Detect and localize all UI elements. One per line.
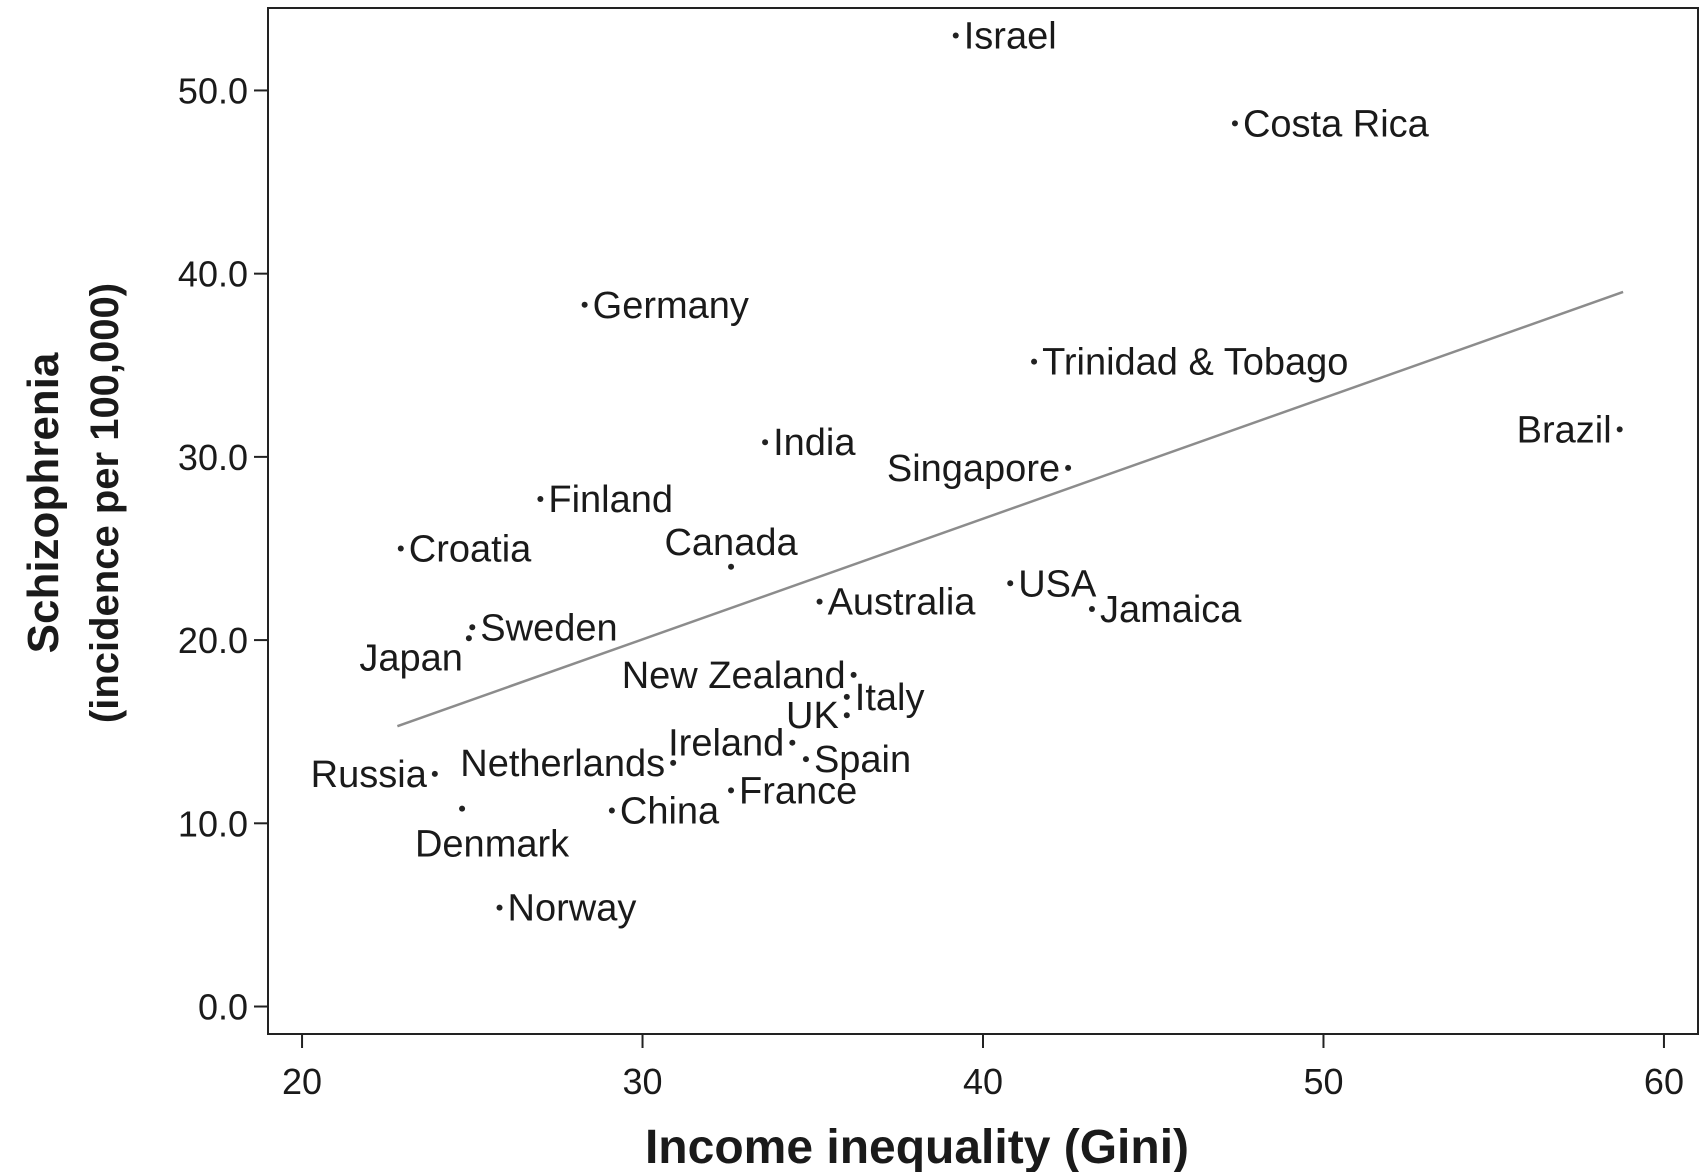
- y-tick-label: 20.0: [178, 620, 248, 661]
- point-finland: [537, 496, 544, 503]
- point-label-finland: Finland: [548, 479, 673, 521]
- point-label-netherlands: Netherlands: [460, 743, 665, 785]
- y-axis-title-line1: Schizophrenia: [19, 352, 68, 653]
- point-label-canada: Canada: [664, 522, 798, 564]
- point-netherlands: [670, 759, 677, 766]
- x-tick-label: 20: [282, 1061, 322, 1102]
- point-label-trinidad-tobago: Trinidad & Tobago: [1042, 342, 1348, 384]
- point-label-new-zealand: New Zealand: [622, 655, 846, 697]
- point-china: [608, 807, 615, 814]
- x-tick-label: 50: [1303, 1061, 1343, 1102]
- y-tick-label: 50.0: [178, 70, 248, 111]
- point-label-jamaica: Jamaica: [1100, 589, 1242, 631]
- x-tick-label: 40: [963, 1061, 1003, 1102]
- point-trinidad-tobago: [1031, 358, 1038, 365]
- point-israel: [952, 32, 959, 39]
- point-label-usa: USA: [1018, 563, 1097, 605]
- regression-line: [396, 290, 1624, 728]
- x-axis-title: Income inequality (Gini): [645, 1121, 1189, 1172]
- point-label-brazil: Brazil: [1517, 409, 1612, 451]
- point-germany: [581, 301, 588, 308]
- point-label-china: China: [620, 790, 720, 832]
- y-tick-label: 40.0: [178, 254, 248, 295]
- point-label-singapore: Singapore: [887, 448, 1060, 490]
- y-tick-label: 30.0: [178, 437, 248, 478]
- y-axis-ticks: 0.0 10.0 20.0 30.0 40.0 50.0: [178, 70, 268, 1028]
- point-canada: [728, 563, 735, 570]
- point-new-zealand: [850, 671, 857, 678]
- point-label-italy: Italy: [855, 677, 925, 719]
- y-tick-label: 10.0: [178, 803, 248, 844]
- y-tick-label: 0.0: [198, 987, 248, 1028]
- point-label-uk: UK: [786, 695, 839, 737]
- point-australia: [816, 598, 823, 605]
- point-italy: [843, 693, 850, 700]
- point-ireland: [789, 739, 796, 746]
- point-label-denmark: Denmark: [415, 824, 570, 866]
- point-label-costa-rica: Costa Rica: [1243, 103, 1430, 145]
- point-france: [728, 787, 735, 794]
- point-croatia: [397, 545, 404, 552]
- x-axis-ticks: 20 30 40 50 60: [282, 1034, 1684, 1102]
- point-label-australia: Australia: [828, 582, 977, 624]
- point-label-croatia: Croatia: [409, 528, 532, 570]
- point-norway: [496, 904, 503, 911]
- point-japan: [465, 635, 472, 642]
- point-singapore: [1065, 464, 1072, 471]
- x-tick-label: 60: [1644, 1061, 1684, 1102]
- point-label-germany: Germany: [593, 285, 749, 327]
- point-jamaica: [1088, 605, 1095, 612]
- point-denmark: [459, 805, 466, 812]
- point-label-india: India: [773, 422, 856, 464]
- point-label-spain: Spain: [814, 739, 911, 781]
- point-uk: [843, 712, 850, 719]
- point-label-russia: Russia: [311, 754, 428, 796]
- point-label-ireland: Ireland: [668, 723, 784, 765]
- plot-frame: [267, 7, 1699, 1035]
- point-label-france: France: [739, 770, 857, 812]
- point-spain: [802, 756, 809, 763]
- point-russia: [431, 770, 438, 777]
- point-sweden: [469, 624, 476, 631]
- point-label-israel: Israel: [964, 15, 1057, 57]
- point-label-japan: Japan: [359, 637, 463, 679]
- point-brazil: [1616, 426, 1623, 433]
- point-label-norway: Norway: [508, 888, 637, 930]
- data-points: Israel Costa Rica Germany Trinidad & Tobago…: [311, 15, 1623, 930]
- point-usa: [1007, 580, 1014, 587]
- point-label-sweden: Sweden: [480, 607, 617, 649]
- point-costa-rica: [1231, 120, 1238, 127]
- point-india: [762, 439, 769, 446]
- y-axis-title-line2: (incidence per 100,000): [83, 283, 127, 723]
- x-tick-label: 30: [623, 1061, 663, 1102]
